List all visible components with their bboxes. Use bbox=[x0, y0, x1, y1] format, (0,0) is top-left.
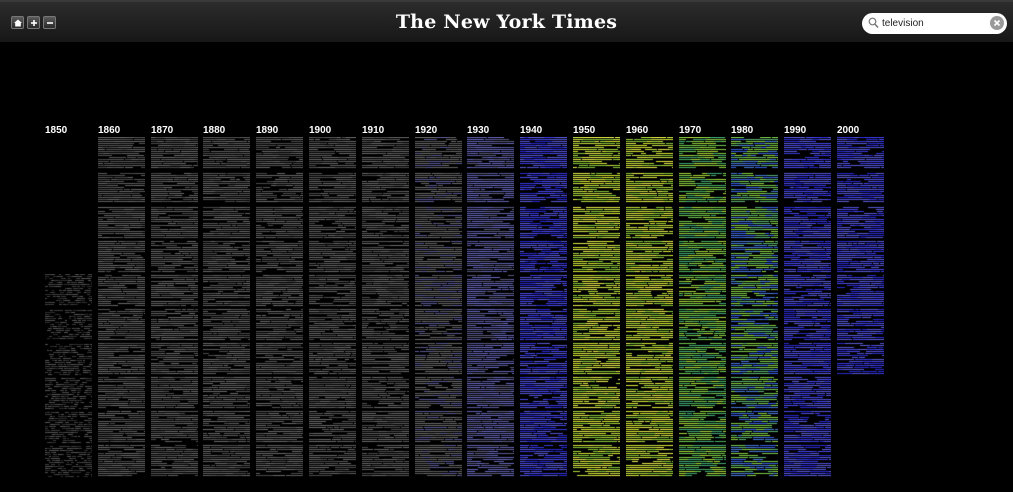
decade-label-1880[interactable]: 1880 bbox=[203, 125, 226, 136]
decade-column-1980[interactable] bbox=[731, 137, 778, 479]
decade-label-1930[interactable]: 1930 bbox=[467, 125, 490, 136]
decade-label-1910[interactable]: 1910 bbox=[362, 125, 385, 136]
decade-column-2000[interactable] bbox=[837, 137, 884, 376]
decade-column-1920[interactable] bbox=[415, 137, 462, 479]
decade-label-1960[interactable]: 1960 bbox=[626, 125, 649, 136]
plus-icon bbox=[31, 20, 37, 26]
decade-column-1960[interactable] bbox=[626, 137, 673, 479]
decade-column-1900[interactable] bbox=[309, 137, 356, 479]
decade-label-1860[interactable]: 1860 bbox=[98, 125, 121, 136]
decade-column-1860[interactable] bbox=[98, 137, 145, 479]
minus-icon bbox=[47, 22, 53, 24]
zoom-in-button[interactable] bbox=[27, 16, 40, 29]
search-box bbox=[862, 13, 1007, 34]
decade-column-1950[interactable] bbox=[573, 137, 620, 479]
clear-search-button[interactable] bbox=[990, 16, 1004, 30]
decade-label-1850[interactable]: 1850 bbox=[45, 125, 68, 136]
search-icon bbox=[868, 17, 879, 29]
decade-label-2000[interactable]: 2000 bbox=[837, 125, 860, 136]
clear-icon bbox=[993, 19, 1001, 27]
decade-column-1940[interactable] bbox=[520, 137, 567, 479]
decade-label-1900[interactable]: 1900 bbox=[309, 125, 332, 136]
decade-column-1880[interactable] bbox=[203, 137, 250, 479]
decade-column-1850[interactable] bbox=[45, 274, 92, 479]
decade-label-1870[interactable]: 1870 bbox=[151, 125, 174, 136]
decade-label-1970[interactable]: 1970 bbox=[679, 125, 702, 136]
decade-column-1890[interactable] bbox=[256, 137, 303, 479]
home-icon bbox=[14, 19, 22, 27]
decade-label-1990[interactable]: 1990 bbox=[784, 125, 807, 136]
decade-column-1870[interactable] bbox=[151, 137, 198, 479]
decade-column-1930[interactable] bbox=[467, 137, 514, 479]
decade-label-1890[interactable]: 1890 bbox=[256, 125, 279, 136]
decade-label-1980[interactable]: 1980 bbox=[731, 125, 754, 136]
top-toolbar: The New York Times bbox=[0, 0, 1013, 42]
zoom-out-button[interactable] bbox=[43, 16, 56, 29]
decade-column-1910[interactable] bbox=[362, 137, 409, 479]
decade-column-1990[interactable] bbox=[784, 137, 831, 479]
search-input[interactable] bbox=[882, 15, 986, 32]
decade-label-1940[interactable]: 1940 bbox=[520, 125, 543, 136]
nyt-logo[interactable]: The New York Times bbox=[395, 11, 618, 33]
decade-column-1970[interactable] bbox=[679, 137, 726, 479]
decade-label-1950[interactable]: 1950 bbox=[573, 125, 596, 136]
decade-label-1920[interactable]: 1920 bbox=[415, 125, 438, 136]
home-button[interactable] bbox=[11, 16, 24, 29]
